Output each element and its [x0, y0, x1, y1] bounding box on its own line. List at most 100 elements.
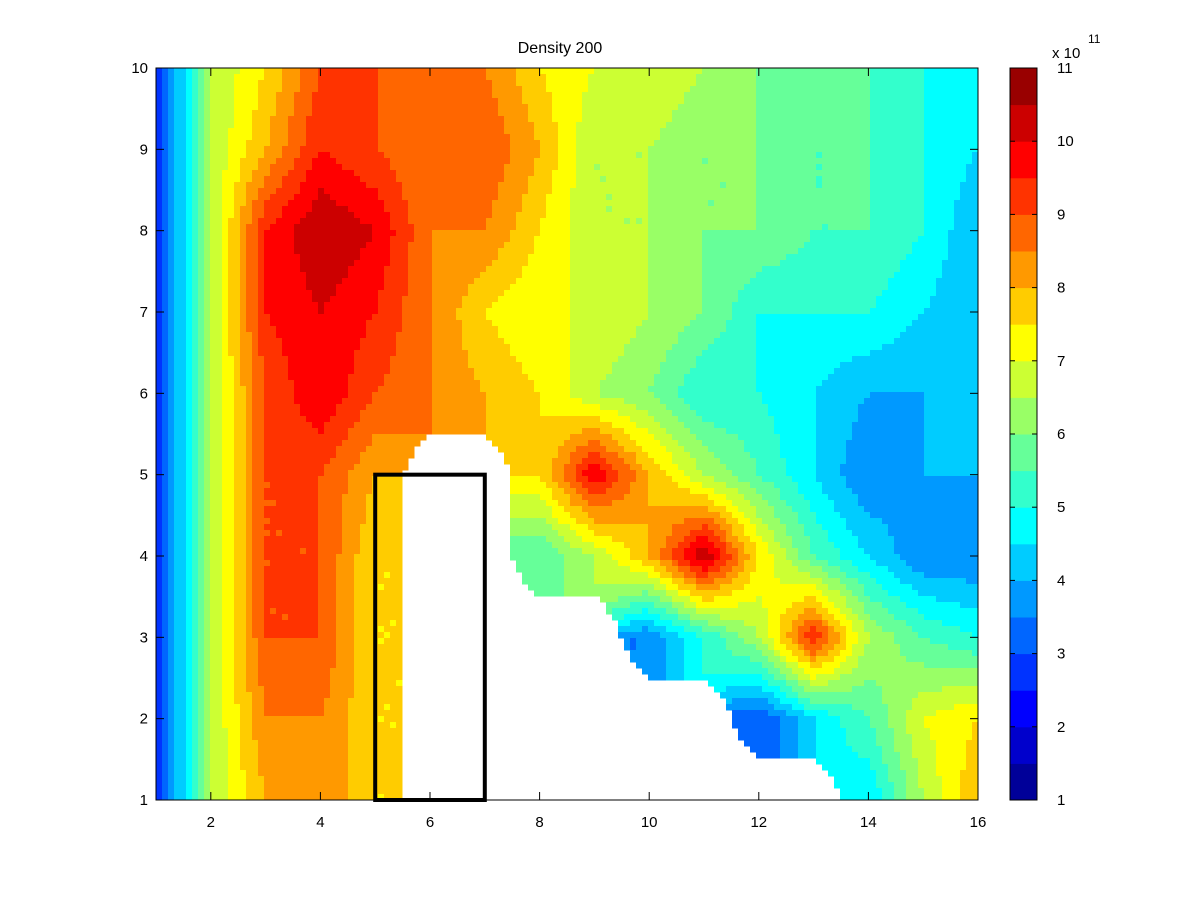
contour-cell: [270, 266, 277, 273]
contour-cell: [600, 140, 607, 147]
contour-cell: [276, 278, 283, 285]
contour-cell: [630, 128, 637, 135]
contour-cell: [294, 230, 301, 237]
contour-cell: [456, 116, 463, 123]
contour-cell: [192, 146, 199, 153]
contour-cell: [642, 92, 649, 99]
contour-cell: [504, 80, 511, 87]
contour-cell: [156, 170, 163, 177]
contour-cell: [846, 122, 853, 129]
contour-cell: [528, 134, 535, 141]
contour-cell: [408, 80, 415, 87]
contour-cell: [420, 122, 427, 129]
contour-cell: [720, 224, 727, 231]
contour-cell: [486, 110, 493, 117]
contour-cell: [198, 230, 205, 237]
contour-cell: [858, 236, 865, 243]
contour-cell: [474, 104, 481, 111]
contour-cell: [636, 272, 643, 279]
contour-cell: [198, 242, 205, 249]
contour-cell: [900, 98, 907, 105]
contour-cell: [414, 170, 421, 177]
contour-cell: [180, 74, 187, 81]
contour-cell: [474, 272, 481, 279]
contour-cell: [924, 104, 931, 111]
contour-cell: [582, 80, 589, 87]
contour-cell: [474, 128, 481, 135]
contour-cell: [372, 116, 379, 123]
contour-cell: [372, 236, 379, 243]
contour-cell: [318, 122, 325, 129]
contour-cell: [792, 194, 799, 201]
contour-cell: [672, 116, 679, 123]
contour-cell: [654, 92, 661, 99]
contour-cell: [534, 170, 541, 177]
contour-cell: [966, 152, 973, 159]
contour-cell: [642, 188, 649, 195]
contour-cell: [972, 266, 979, 273]
contour-cell: [660, 272, 667, 279]
contour-cell: [342, 236, 349, 243]
contour-cell: [438, 254, 445, 261]
contour-cell: [672, 80, 679, 87]
contour-cell: [558, 242, 565, 249]
contour-cell: [744, 182, 751, 189]
contour-cell: [630, 158, 637, 165]
contour-cell: [264, 284, 271, 291]
contour-cell: [378, 200, 385, 207]
contour-cell: [288, 140, 295, 147]
contour-cell: [846, 146, 853, 153]
contour-cell: [504, 200, 511, 207]
contour-cell: [282, 152, 289, 159]
contour-cell: [792, 158, 799, 165]
contour-cell: [354, 284, 361, 291]
contour-cell: [516, 194, 523, 201]
contour-cell: [294, 110, 301, 117]
contour-cell: [774, 134, 781, 141]
contour-cell: [570, 158, 577, 165]
contour-cell: [810, 146, 817, 153]
contour-cell: [216, 230, 223, 237]
contour-cell: [192, 86, 199, 93]
contour-cell: [816, 188, 823, 195]
contour-cell: [918, 230, 925, 237]
contour-cell: [780, 182, 787, 189]
contour-cell: [582, 206, 589, 213]
contour-cell: [858, 134, 865, 141]
contour-cell: [306, 134, 313, 141]
contour-cell: [948, 134, 955, 141]
contour-cell: [186, 86, 193, 93]
contour-cell: [906, 74, 913, 81]
contour-cell: [534, 206, 541, 213]
contour-cell: [846, 140, 853, 147]
contour-cell: [450, 86, 457, 93]
contour-cell: [612, 86, 619, 93]
contour-cell: [198, 104, 205, 111]
contour-cell: [924, 152, 931, 159]
contour-cell: [252, 158, 259, 165]
contour-cell: [336, 272, 343, 279]
contour-cell: [348, 104, 355, 111]
contour-cell: [264, 200, 271, 207]
contour-cell: [684, 158, 691, 165]
contour-cell: [612, 170, 619, 177]
contour-cell: [402, 98, 409, 105]
contour-cell: [714, 104, 721, 111]
contour-cell: [498, 230, 505, 237]
contour-cell: [606, 248, 613, 255]
contour-cell: [558, 254, 565, 261]
contour-cell: [642, 74, 649, 81]
contour-cell: [798, 170, 805, 177]
contour-cell: [894, 182, 901, 189]
contour-cell: [336, 128, 343, 135]
contour-cell: [492, 230, 499, 237]
contour-cell: [612, 104, 619, 111]
contour-cell: [162, 134, 169, 141]
contour-cell: [420, 92, 427, 99]
contour-cell: [696, 74, 703, 81]
contour-cell: [510, 188, 517, 195]
contour-cell: [510, 128, 517, 135]
contour-cell: [816, 98, 823, 105]
contour-cell: [834, 68, 841, 75]
contour-cell: [564, 140, 571, 147]
